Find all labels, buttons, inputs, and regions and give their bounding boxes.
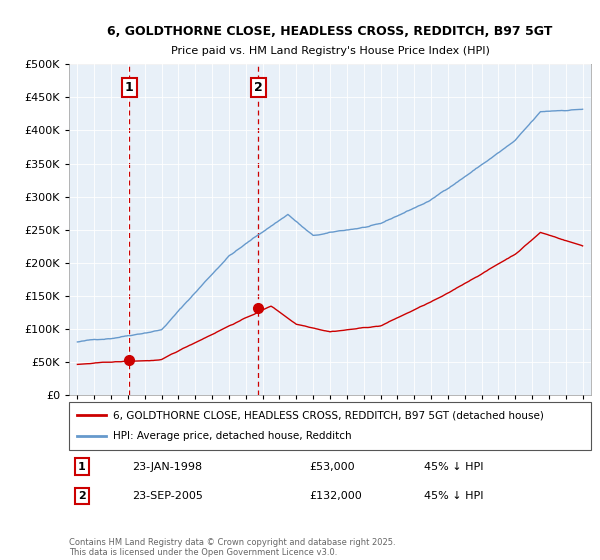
Text: 45% ↓ HPI: 45% ↓ HPI <box>424 461 484 472</box>
Text: 6, GOLDTHORNE CLOSE, HEADLESS CROSS, REDDITCH, B97 5GT: 6, GOLDTHORNE CLOSE, HEADLESS CROSS, RED… <box>107 25 553 38</box>
Text: £53,000: £53,000 <box>309 461 355 472</box>
Text: 1: 1 <box>78 461 86 472</box>
Text: 2: 2 <box>78 491 86 501</box>
Text: Contains HM Land Registry data © Crown copyright and database right 2025.
This d: Contains HM Land Registry data © Crown c… <box>69 538 395 557</box>
Text: £132,000: £132,000 <box>309 491 362 501</box>
FancyBboxPatch shape <box>69 402 591 450</box>
Text: 23-SEP-2005: 23-SEP-2005 <box>131 491 203 501</box>
Text: Price paid vs. HM Land Registry's House Price Index (HPI): Price paid vs. HM Land Registry's House … <box>170 46 490 56</box>
Text: 45% ↓ HPI: 45% ↓ HPI <box>424 491 484 501</box>
Text: 2: 2 <box>254 81 262 94</box>
Text: 23-JAN-1998: 23-JAN-1998 <box>131 461 202 472</box>
Text: 1: 1 <box>125 81 133 94</box>
Text: 6, GOLDTHORNE CLOSE, HEADLESS CROSS, REDDITCH, B97 5GT (detached house): 6, GOLDTHORNE CLOSE, HEADLESS CROSS, RED… <box>113 410 544 421</box>
Text: HPI: Average price, detached house, Redditch: HPI: Average price, detached house, Redd… <box>113 431 352 441</box>
